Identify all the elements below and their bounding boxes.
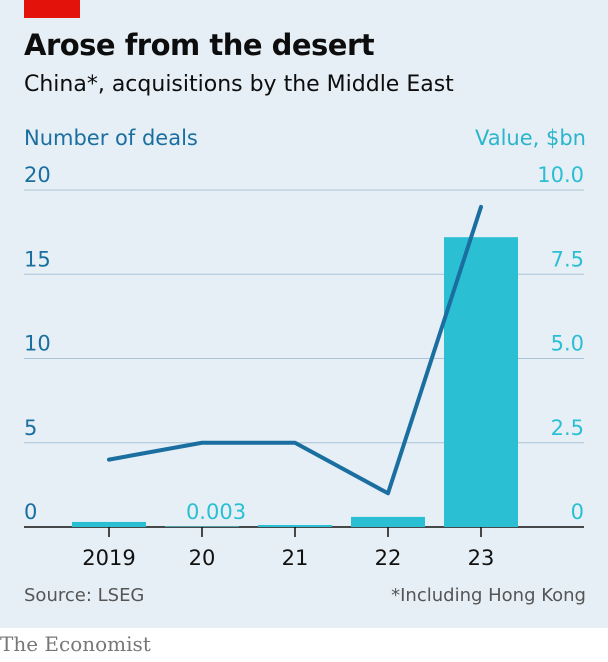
right-tick-label: 10.0 [537, 163, 584, 187]
right-tick-label: 5.0 [551, 332, 584, 356]
chart-plot: 0 0 5 2.5 10 5.0 15 7.5 20 10.0 2019 20 21 22 23 0.003 [24, 163, 584, 570]
left-tick-label: 20 [24, 163, 51, 187]
x-tick-label: 2019 [82, 546, 135, 570]
right-axis-title: Value, $bn [474, 126, 586, 150]
left-tick-label: 0 [24, 500, 37, 524]
x-tick-label: 22 [375, 546, 402, 570]
source-note: Source: LSEG [24, 585, 145, 606]
left-axis-title: Number of deals [24, 126, 198, 150]
footnote: *Including Hong Kong [391, 585, 586, 606]
value-bar [258, 524, 332, 527]
x-tick-label: 21 [282, 546, 309, 570]
publisher-logo: The Economist [0, 632, 151, 656]
deals-line-series [107, 204, 483, 496]
left-tick-label: 5 [24, 416, 37, 440]
chart-title: Arose from the desert [24, 28, 375, 62]
value-bar [165, 526, 239, 527]
x-tick-label: 23 [468, 546, 495, 570]
right-tick-label: 7.5 [551, 247, 584, 271]
value-bar [351, 516, 425, 527]
value-bar [72, 521, 146, 527]
deals-line [107, 204, 483, 496]
x-tick-label: 20 [189, 546, 216, 570]
chart-subtitle: China*, acquisitions by the Middle East [24, 72, 454, 97]
data-label: 0.003 [186, 500, 246, 524]
tick-labels: 0 0 5 2.5 10 5.0 15 7.5 20 10.0 2019 20 21 22 23 0.003 [24, 163, 584, 570]
value-bars [72, 237, 518, 527]
right-tick-label: 2.5 [551, 416, 584, 440]
left-tick-label: 15 [24, 247, 51, 271]
right-tick-label: 0 [571, 500, 584, 524]
brand-red-tag [24, 0, 80, 18]
left-tick-label: 10 [24, 332, 51, 356]
